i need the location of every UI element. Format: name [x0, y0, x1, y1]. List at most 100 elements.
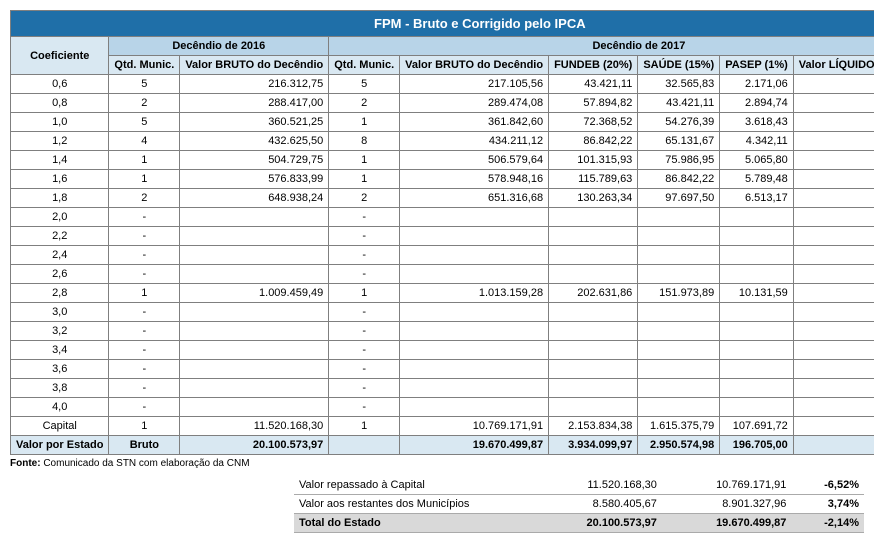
cell-fundeb: [549, 208, 638, 227]
cell-coef: 1,2: [11, 132, 109, 151]
cell-pasep: [720, 322, 794, 341]
cell-bruto-2016: [180, 208, 329, 227]
cell-pasep: [720, 246, 794, 265]
cell-liquido: [793, 341, 874, 360]
cell-coef: 4,0: [11, 398, 109, 417]
cell-saude: 86.842,22: [638, 170, 720, 189]
cell-coef: 3,4: [11, 341, 109, 360]
cell-coef: 2,0: [11, 208, 109, 227]
cell-liquido: [793, 360, 874, 379]
cell-fundeb: 57.894,82: [549, 94, 638, 113]
cell-qtd-2017: 1: [329, 417, 400, 436]
summary-pct: -6,52%: [791, 476, 864, 495]
cell-saude: [638, 322, 720, 341]
cell-pasep: [720, 303, 794, 322]
cell-saude: 75.986,95: [638, 151, 720, 170]
cell-fundeb: 72.368,52: [549, 113, 638, 132]
cell-qtd-2017: -: [329, 303, 400, 322]
summary-label: Valor repassado à Capital: [294, 476, 532, 495]
cell-saude: 32.565,83: [638, 75, 720, 94]
cell-bruto-2016: 360.521,25: [180, 113, 329, 132]
cell-coef: 0,8: [11, 94, 109, 113]
cell-fundeb: 86.842,22: [549, 132, 638, 151]
cell-coef: 2,2: [11, 227, 109, 246]
cell-fundeb: 43.421,11: [549, 75, 638, 94]
cell-pasep: [720, 227, 794, 246]
cell-qtd-2016: -: [109, 360, 180, 379]
cell-bruto-2017: [400, 303, 549, 322]
cell-bruto-2017: [400, 379, 549, 398]
table-row: 1,41504.729,751506.579,64101.315,9375.98…: [11, 151, 874, 170]
cell-qtd-2017: 1: [329, 284, 400, 303]
cell-liquido: [793, 379, 874, 398]
table-row: 2,2--: [11, 227, 874, 246]
summary-total-v1: 20.100.573,97: [532, 514, 662, 533]
cell-bruto-2016: [180, 360, 329, 379]
fpm-table: FPM - Bruto e Corrigido pelo IPCA Coefic…: [10, 10, 874, 455]
cell-qtd-2017: -: [329, 341, 400, 360]
cell-pasep: 107.691,72: [720, 417, 794, 436]
col-qtd-2016: Qtd. Munic.: [109, 56, 180, 75]
cell-liquido: 6.892.270,02: [793, 417, 874, 436]
table-row: 3,4--: [11, 341, 874, 360]
cell-bruto-2016: [180, 246, 329, 265]
cell-coef: 1,6: [11, 170, 109, 189]
cell-bruto-2017: [400, 398, 549, 417]
cell-liquido: 138.947,56: [793, 75, 874, 94]
col-bruto-2017: Valor BRUTO do Decêndio: [400, 56, 549, 75]
cell-coef: 1,0: [11, 113, 109, 132]
col-fundeb: FUNDEB (20%): [549, 56, 638, 75]
cell-qtd-2016: -: [109, 398, 180, 417]
table-row: 2,6--: [11, 265, 874, 284]
cell-qtd-2017: 8: [329, 132, 400, 151]
cell-pasep: 5.789,48: [720, 170, 794, 189]
cell-bruto-2016: 216.312,75: [180, 75, 329, 94]
cell-qtd-2016: 1: [109, 417, 180, 436]
cell-coef: 3,8: [11, 379, 109, 398]
cell-coef: 3,2: [11, 322, 109, 341]
cell-liquido: [793, 398, 874, 417]
cell-qtd-2017: 5: [329, 75, 400, 94]
col-decenio-2016: Decêndio de 2016: [109, 37, 329, 56]
cell-coef: 1,8: [11, 189, 109, 208]
cell-bruto-2017: 506.579,64: [400, 151, 549, 170]
cell-qtd-2016: 1: [109, 170, 180, 189]
cell-pasep: [720, 265, 794, 284]
cell-saude: [638, 360, 720, 379]
cell-pasep: 6.513,17: [720, 189, 794, 208]
table-row: 2,811.009.459,4911.013.159,28202.631,861…: [11, 284, 874, 303]
cell-bruto-2017: [400, 322, 549, 341]
cell-liquido: 324.210,97: [793, 151, 874, 170]
cell-saude: 97.697,50: [638, 189, 720, 208]
cell-bruto-2017: [400, 265, 549, 284]
cell-qtd-2016: -: [109, 208, 180, 227]
summary-v2: 10.769.171,91: [662, 476, 792, 495]
cell-bruto-2017: [400, 208, 549, 227]
cell-qtd-2017: 1: [329, 170, 400, 189]
cell-bruto-2016: [180, 303, 329, 322]
cell-fundeb: [549, 246, 638, 265]
cell-saude: 65.131,67: [638, 132, 720, 151]
cell-qtd-2017: -: [329, 208, 400, 227]
cell-liquido: [793, 303, 874, 322]
cell-bruto-2016: 504.729,75: [180, 151, 329, 170]
cell-saude: 43.421,11: [638, 94, 720, 113]
table-row: Capital111.520.168,30110.769.171,912.153…: [11, 417, 874, 436]
fonte: Fonte: Comunicado da STN com elaboração …: [10, 455, 864, 472]
cell-saude: 54.276,39: [638, 113, 720, 132]
total-pasep: 196.705,00: [720, 436, 794, 455]
table-title: FPM - Bruto e Corrigido pelo IPCA: [11, 11, 874, 37]
cell-qtd-2016: -: [109, 303, 180, 322]
col-qtd-2017: Qtd. Munic.: [329, 56, 400, 75]
summary-total-v2: 19.670.499,87: [662, 514, 792, 533]
cell-coef: 3,6: [11, 360, 109, 379]
summary-total-label: Total do Estado: [294, 514, 532, 533]
cell-qtd-2017: -: [329, 246, 400, 265]
cell-liquido: 648.421,94: [793, 284, 874, 303]
cell-coef: 2,8: [11, 284, 109, 303]
cell-bruto-2016: [180, 398, 329, 417]
table-body: 0,65216.312,755217.105,5643.421,1132.565…: [11, 75, 874, 436]
cell-liquido: [793, 208, 874, 227]
table-row: 1,61576.833,991578.948,16115.789,6386.84…: [11, 170, 874, 189]
cell-pasep: 10.131,59: [720, 284, 794, 303]
